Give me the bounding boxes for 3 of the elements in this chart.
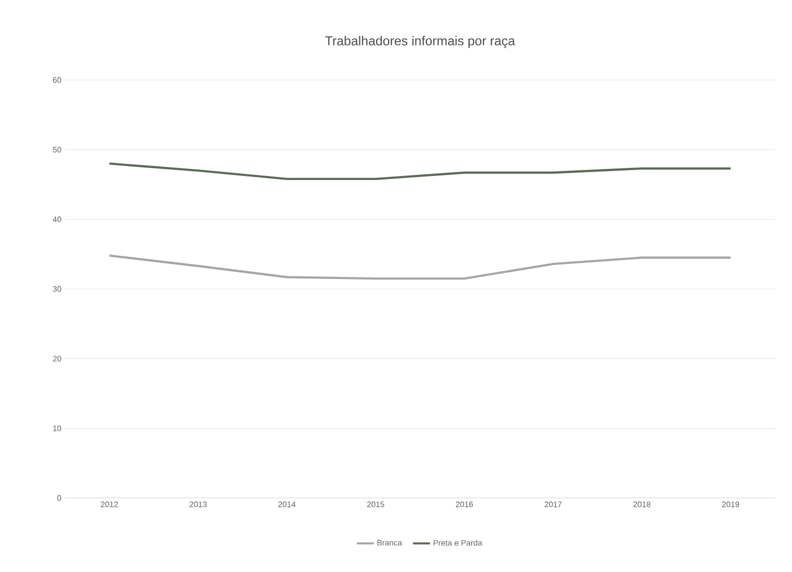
line-series [108,254,732,280]
line-series [108,162,732,180]
chart-title: Trabalhadores informais por raça [325,36,516,48]
